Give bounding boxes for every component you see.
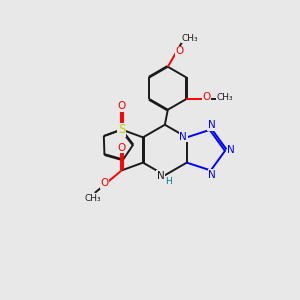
Text: N: N xyxy=(208,120,215,130)
Text: CH₃: CH₃ xyxy=(217,93,233,102)
Text: O: O xyxy=(100,178,109,188)
Text: O: O xyxy=(118,143,126,153)
Text: O: O xyxy=(176,46,184,56)
Text: O: O xyxy=(202,92,211,103)
Text: S: S xyxy=(118,123,125,136)
Text: N: N xyxy=(227,145,235,155)
Text: CH₃: CH₃ xyxy=(85,194,102,203)
Text: H: H xyxy=(165,177,172,186)
Text: N: N xyxy=(179,132,187,142)
Text: N: N xyxy=(208,170,216,180)
Text: O: O xyxy=(118,101,126,111)
Text: CH₃: CH₃ xyxy=(182,34,198,43)
Text: N: N xyxy=(157,171,164,181)
